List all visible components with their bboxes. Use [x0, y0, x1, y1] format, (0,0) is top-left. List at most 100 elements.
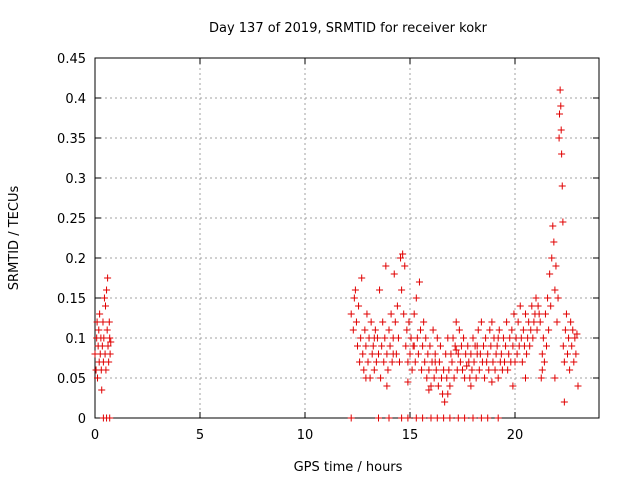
- data-point: [510, 310, 518, 318]
- data-point: [434, 382, 442, 390]
- x-axis-label: GPS time / hours: [294, 460, 403, 475]
- data-point: [451, 342, 459, 350]
- data-point: [517, 334, 525, 342]
- data-point: [375, 414, 382, 422]
- data-point: [526, 342, 534, 350]
- data-point: [98, 386, 106, 394]
- data-point: [445, 366, 453, 374]
- data-point: [489, 358, 497, 366]
- data-point: [403, 326, 411, 334]
- data-point: [363, 310, 371, 318]
- data-point: [468, 366, 476, 374]
- data-point: [371, 326, 379, 334]
- data-point: [354, 342, 361, 350]
- data-point: [402, 342, 410, 350]
- data-point: [461, 414, 469, 422]
- data-point: [450, 374, 458, 382]
- data-point: [383, 382, 391, 390]
- data-point: [410, 342, 418, 350]
- data-point: [393, 302, 401, 310]
- data-point: [452, 346, 460, 354]
- y-tick-label: 0.05: [57, 372, 86, 387]
- data-point: [572, 350, 580, 358]
- data-point: [523, 350, 531, 358]
- data-point: [502, 342, 510, 350]
- data-point: [455, 326, 463, 334]
- data-point: [568, 342, 576, 350]
- data-point: [426, 342, 434, 350]
- data-point: [569, 326, 577, 334]
- data-point: [509, 382, 517, 390]
- data-point: [482, 334, 490, 342]
- data-point: [351, 286, 359, 294]
- data-point: [391, 318, 399, 326]
- data-point: [102, 366, 110, 374]
- data-point: [431, 358, 439, 366]
- data-point: [102, 302, 109, 310]
- data-point: [427, 414, 435, 422]
- y-tick-label: 0.35: [57, 132, 86, 147]
- data-point: [464, 342, 472, 350]
- data-point: [425, 366, 433, 374]
- data-point: [534, 302, 542, 310]
- data-point: [412, 414, 420, 422]
- data-point: [412, 294, 420, 302]
- data-point: [105, 318, 113, 326]
- data-point: [501, 358, 508, 366]
- data-point: [514, 318, 522, 326]
- chart-title: Day 137 of 2019, SRMTID for receiver kok…: [209, 21, 488, 36]
- y-tick-label: 0.1: [65, 332, 86, 347]
- data-point: [539, 334, 547, 342]
- data-point: [538, 350, 546, 358]
- data-point: [417, 326, 424, 334]
- data-point: [481, 374, 489, 382]
- data-point: [477, 318, 485, 326]
- data-point: [522, 310, 529, 318]
- data-point: [560, 398, 568, 406]
- data-point: [506, 334, 514, 342]
- data-point: [457, 342, 465, 350]
- data-point: [518, 358, 526, 366]
- data-point: [347, 414, 355, 422]
- data-point: [432, 366, 440, 374]
- data-point: [390, 270, 398, 278]
- data-point: [536, 318, 544, 326]
- data-point: [541, 310, 549, 318]
- data-point: [513, 350, 521, 358]
- data-point: [413, 334, 421, 342]
- data-point: [556, 110, 564, 118]
- data-point: [398, 286, 406, 294]
- data-point: [449, 334, 457, 342]
- data-point: [574, 382, 582, 390]
- axis-ticks: 0 0.05 0.1 0.15 0.2 0.25 0.3 0.35 0.4 0.45 0 5 10 15 2…: [57, 52, 599, 443]
- data-point: [564, 350, 571, 358]
- data-point: [544, 294, 552, 302]
- data-point: [359, 350, 367, 358]
- data-point: [431, 350, 439, 358]
- data-point: [376, 286, 384, 294]
- data-point: [404, 358, 412, 366]
- data-point: [488, 378, 496, 386]
- data-point: [429, 326, 437, 334]
- data-point: [362, 342, 370, 350]
- data-point: [486, 326, 494, 334]
- data-point: [516, 302, 524, 310]
- data-point: [483, 358, 491, 366]
- data-point: [561, 326, 569, 334]
- data-point: [420, 318, 428, 326]
- data-point: [440, 414, 448, 422]
- data-point: [494, 374, 502, 382]
- data-point: [389, 350, 397, 358]
- data-point: [352, 318, 360, 326]
- data-point: [377, 374, 385, 382]
- x-tick-label: 0: [91, 428, 99, 443]
- data-point: [379, 318, 387, 326]
- data-point: [553, 318, 561, 326]
- data-point: [105, 358, 113, 366]
- data-point: [472, 374, 480, 382]
- data-point: [549, 222, 557, 230]
- data-point: [358, 274, 366, 282]
- y-tick-label: 0: [78, 412, 86, 427]
- data-point: [394, 334, 402, 342]
- data-point: [550, 238, 558, 246]
